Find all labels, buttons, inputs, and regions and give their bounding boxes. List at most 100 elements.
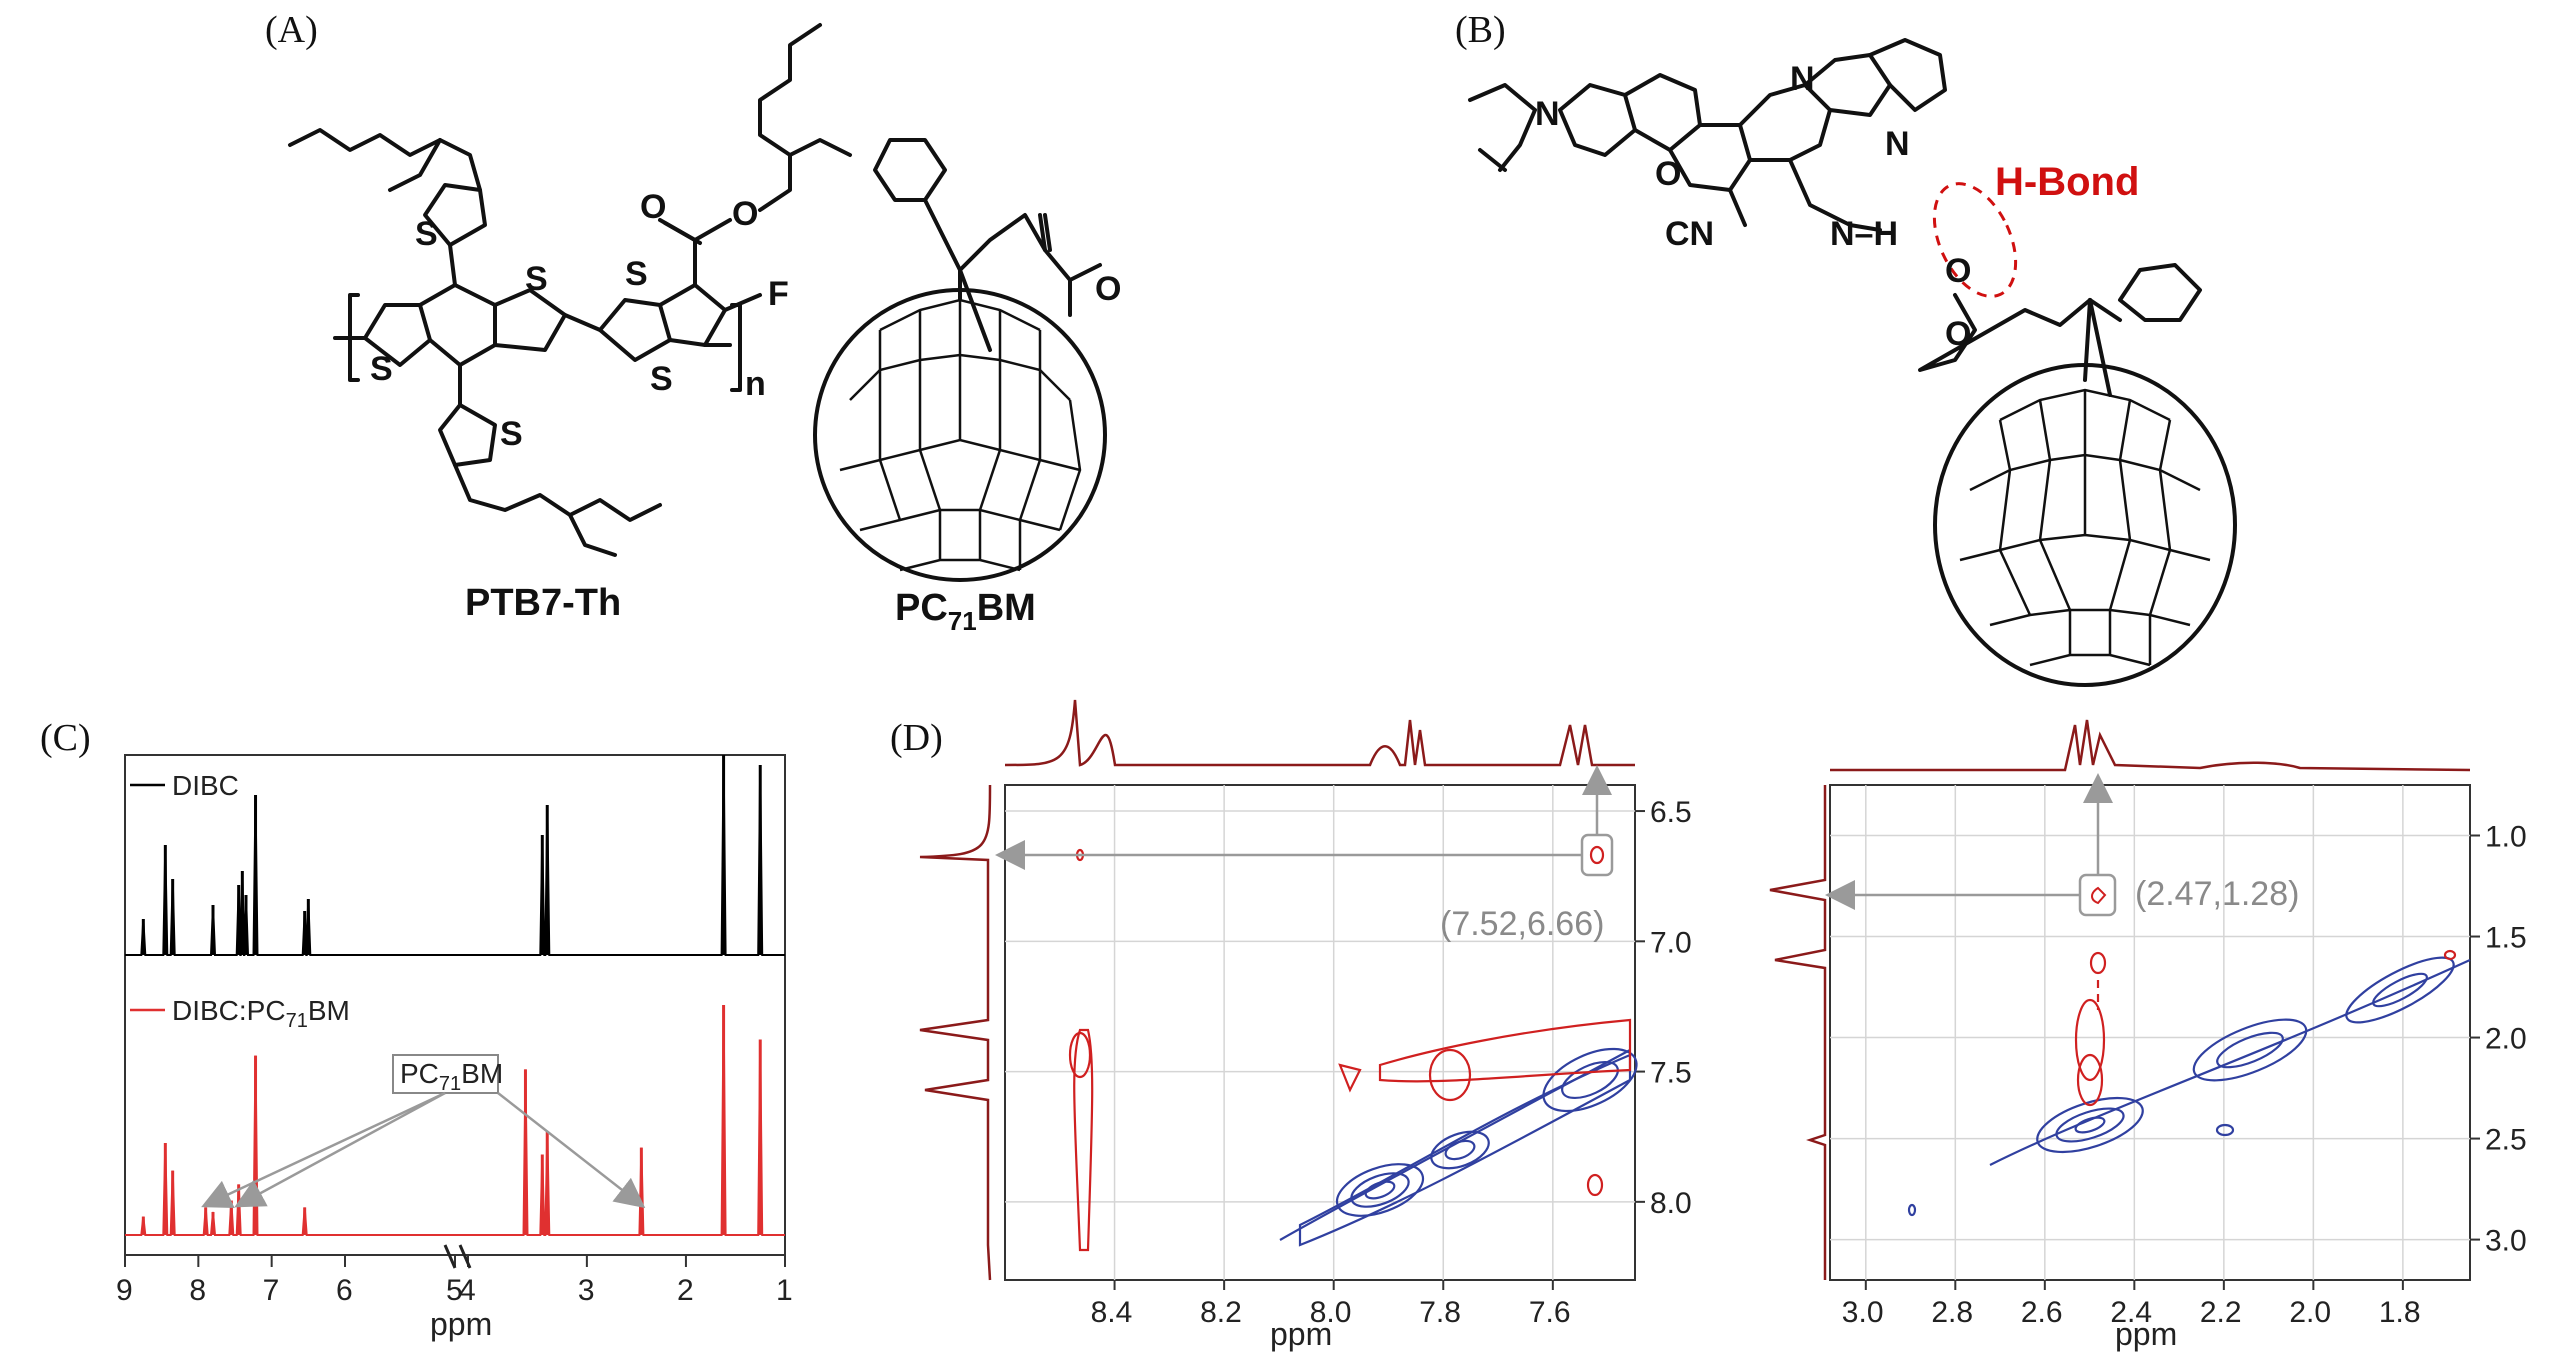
pcbm-arrow-2 — [497, 1092, 646, 1209]
dl-xtick-label-2: 8.0 — [1310, 1296, 1352, 1329]
atom-o-carbonyl: O — [640, 188, 666, 226]
panel-c-spectra — [125, 754, 785, 1236]
panel-d-right-ticks: 3.0 2.8 2.6 2.4 2.2 2.0 1.8 1.0 1.5 2.0 2.5 3.0 — [1842, 821, 2527, 1329]
dr-ytick-label-1: 1.5 — [2485, 922, 2527, 955]
dl-xtick-label-1: 8.2 — [1200, 1296, 1242, 1329]
panel-d-left-chart: 8.4 8.2 8.0 7.8 7.6 6.5 7.0 7.5 8.0 — [919, 699, 1692, 1352]
subscript-n: n — [745, 365, 766, 403]
spectrum-line-0 — [125, 754, 785, 956]
atom-cn: CN — [1665, 215, 1714, 253]
panel-d-right-top-projection — [1830, 719, 2471, 772]
c-xtick-label-5: 4 — [459, 1274, 476, 1307]
spectrum-line-1 — [125, 1004, 785, 1236]
dr-xtick-label-5: 2.0 — [2289, 1296, 2331, 1329]
dr-ytick-label-2: 2.0 — [2485, 1023, 2527, 1056]
compound-name-pc71bm-sub: 71 — [948, 606, 977, 636]
panel-d-left-contours — [1068, 845, 1638, 1252]
panel-d-left-grid — [1005, 785, 1635, 1280]
dr-ytick-label-4: 3.0 — [2485, 1225, 2527, 1258]
dl-xtick-label-3: 7.8 — [1419, 1296, 1461, 1329]
panel-d-right-chart: 3.0 2.8 2.6 2.4 2.2 2.0 1.8 1.0 1.5 2.0 2.5 3.0 — [1769, 719, 2527, 1352]
panel-d-right-side-projection — [1769, 785, 1827, 1280]
pc71bm-structure-a — [813, 138, 1107, 582]
c-xtick-label-0: 9 — [116, 1274, 133, 1307]
dr-xtick-label-2: 2.6 — [2021, 1296, 2063, 1329]
dr-ytick-label-3: 2.5 — [2485, 1124, 2527, 1157]
dr-ytick-label-0: 1.0 — [2485, 821, 2527, 854]
pcbm-arrow-0 — [201, 1091, 446, 1208]
atom-s-tt1: S — [625, 255, 648, 293]
c-xtick-label-3: 6 — [336, 1274, 353, 1307]
pcbm-annotation-box — [392, 1054, 499, 1094]
hbond-label: H-Bond — [1995, 160, 2139, 204]
pcbm-arrows — [201, 1091, 646, 1209]
legend-mix-prefix: DIBC:PC — [172, 995, 286, 1026]
atom-s-bottom: S — [500, 415, 523, 453]
panel-d-left-xlabel: ppm — [1270, 1316, 1332, 1352]
dr-xtick-label-1: 2.8 — [1931, 1296, 1973, 1329]
dr-xtick-label-6: 1.8 — [2379, 1296, 2421, 1329]
panel-d-left-frame — [1004, 784, 1636, 1281]
c-xtick-label-6: 3 — [578, 1274, 595, 1307]
panel-d-left-top-projection — [1004, 699, 1635, 767]
compound-name-ptb7th: PTB7-Th — [465, 582, 621, 624]
compound-name-pc71bm-suffix: BM — [977, 587, 1036, 629]
atom-s-tt2: S — [650, 360, 673, 398]
dr-xtick-label-3: 2.4 — [2110, 1296, 2152, 1329]
pcbm-annotation-text: PC71BM — [400, 1058, 503, 1095]
panel-d-right-frame — [1829, 784, 2471, 1281]
atom-o-pcbm-b: O — [1945, 315, 1971, 353]
dl-ytick-label-0: 6.5 — [1650, 796, 1692, 829]
panel-label-a: (A) — [265, 9, 318, 51]
ptb7th-structure — [288, 23, 852, 557]
c-xtick-label-4: 5 — [446, 1274, 463, 1307]
atom-o-ester: O — [732, 195, 758, 233]
panel-label-c: (C) — [40, 717, 91, 759]
atom-o-coumarin: O — [1655, 155, 1681, 193]
dr-xtick-label-4: 2.2 — [2200, 1296, 2242, 1329]
pcbm-annotation-prefix: PC — [400, 1058, 439, 1089]
atom-f: F — [768, 275, 789, 313]
legend-dibc: DIBC — [172, 770, 239, 801]
c-xtick-label-2: 7 — [263, 1274, 280, 1307]
panel-d-right-grid — [1830, 785, 2470, 1280]
compound-name-pc71bm-prefix: PC — [895, 587, 948, 629]
legend-mix-suffix: BM — [308, 995, 350, 1026]
c-xtick-label-7: 2 — [677, 1274, 694, 1307]
cross-peak-marker-right — [2091, 886, 2107, 905]
dl-xtick-label-4: 7.6 — [1529, 1296, 1571, 1329]
dr-xtick-label-0: 3.0 — [1842, 1296, 1884, 1329]
pcbm-arrow-1 — [234, 1091, 446, 1208]
c-xtick-label-1: 8 — [189, 1274, 206, 1307]
cross-peak-box-right — [2078, 873, 2117, 917]
legend-mix-sub: 71 — [286, 1010, 308, 1032]
dl-xtick-label-0: 8.4 — [1091, 1296, 1133, 1329]
cross-peak-label-right: (2.47,1.28) — [2135, 875, 2299, 913]
dl-ytick-label-2: 7.5 — [1650, 1057, 1692, 1090]
atom-n-imidazole2: N — [1885, 125, 1910, 163]
legend-mix: DIBC:PC71BM — [172, 995, 350, 1032]
atom-o-hbond: O — [1945, 252, 1971, 290]
panel-d-left-ticks: 8.4 8.2 8.0 7.8 7.6 6.5 7.0 7.5 8.0 — [1091, 796, 1692, 1329]
atom-s-left: S — [370, 350, 393, 388]
hbond-highlight — [1932, 182, 2018, 298]
atom-o-pcbm-a: O — [1095, 270, 1121, 308]
atom-s-bdt: S — [525, 260, 548, 298]
pcbm-annotation-sub: 71 — [439, 1073, 461, 1095]
panel-label-d: (D) — [890, 717, 943, 759]
atom-n-amine: N — [1535, 95, 1560, 133]
dl-ytick-label-3: 8.0 — [1650, 1187, 1692, 1220]
panel-d-right-contours — [1907, 949, 2471, 1217]
atom-s-top: S — [415, 215, 438, 253]
compound-name-pc71bm: PC71BM — [895, 587, 1036, 636]
panel-c-x-ticks: 9 8 7 6 54 3 2 1 — [116, 1255, 793, 1307]
atom-nh: N–H — [1830, 215, 1898, 253]
dibc-structure — [1468, 38, 1947, 232]
panel-c-chart: 9 8 7 6 54 3 2 1 DIBC DIBC:PC71BM PC71BM ppm — [116, 754, 793, 1342]
atom-n-imidazole1: N — [1790, 60, 1815, 98]
cross-peak-label-left: (7.52,6.66) — [1440, 905, 1604, 943]
panel-d-right-xlabel: ppm — [2115, 1316, 2177, 1352]
c-xtick-label-8: 1 — [776, 1274, 793, 1307]
pcbm-annotation-suffix: BM — [461, 1058, 503, 1089]
dl-ytick-label-1: 7.0 — [1650, 926, 1692, 959]
